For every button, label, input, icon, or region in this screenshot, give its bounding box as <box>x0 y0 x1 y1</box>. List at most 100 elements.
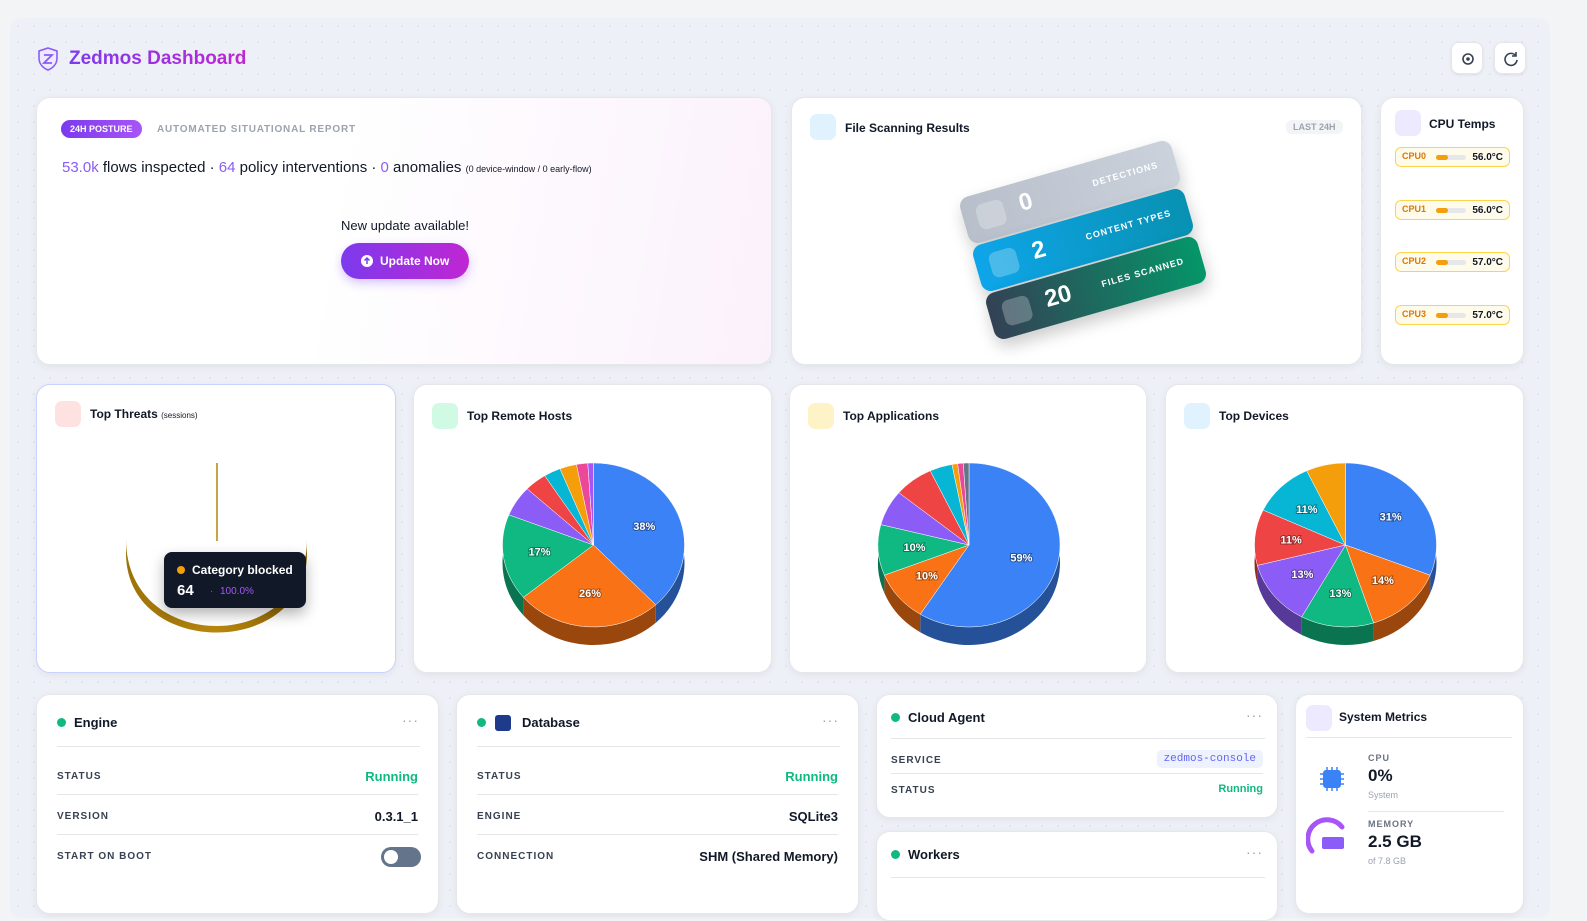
slice-label: 17% <box>529 547 551 559</box>
gear-icon <box>1462 53 1474 65</box>
top-applications-card: Top Applications 59% 10% 10% <box>789 384 1147 673</box>
row-value: SHM (Shared Memory) <box>699 849 838 864</box>
workers-card: Workers ··· <box>876 831 1278 921</box>
system-metrics-card: System Metrics CPU 0% System MEMORY 2.5 GB of… <box>1295 694 1524 914</box>
scan-icon <box>1000 294 1035 327</box>
scan-count: 20 <box>1041 279 1075 313</box>
separator <box>477 834 838 835</box>
slice-label: 14% <box>1372 575 1394 587</box>
slice-side <box>523 597 656 645</box>
interventions: 64 <box>218 159 236 176</box>
update-text: New update available! <box>341 218 469 233</box>
row-label: SERVICE <box>891 755 942 766</box>
slice <box>963 462 970 546</box>
metrics-icon <box>1306 705 1332 731</box>
row-value: Running <box>365 769 418 784</box>
boot-toggle[interactable] <box>381 847 421 867</box>
update-icon <box>361 255 373 267</box>
slice <box>593 462 685 606</box>
slice-label: 13% <box>1291 569 1313 581</box>
anomalies: 0 <box>380 159 389 176</box>
summary: 53.0k flows inspected · 64 policy interv… <box>62 159 592 176</box>
row-label: ENGINE <box>477 811 522 822</box>
separator <box>891 773 1263 774</box>
slice-side <box>502 514 524 616</box>
separator <box>891 738 1265 739</box>
settings-button[interactable] <box>1451 42 1483 74</box>
refresh-button[interactable] <box>1494 42 1526 74</box>
slice-label: 13% <box>1329 588 1351 600</box>
temp-bar <box>1436 207 1466 213</box>
card-title: CPU Temps <box>1429 117 1496 131</box>
file-scanning-card: File Scanning Results LAST 24H 0 DETECTIO… <box>791 97 1362 365</box>
posture-card: 24H POSTURE AUTOMATED SITUATIONAL REPORT… <box>36 97 772 365</box>
page: Zedmos Dashboard {"header": {"title": "Z… <box>10 18 1550 921</box>
row-label: START ON BOOT <box>57 851 153 862</box>
card-title: File Scanning Results <box>845 121 970 135</box>
slice-label: 59% <box>1010 553 1032 565</box>
menu-button[interactable]: ··· <box>1246 844 1263 860</box>
metric-label: MEMORY <box>1368 819 1415 829</box>
tooltip-share: 100.0% <box>220 586 254 597</box>
row-label: CONNECTION <box>477 851 555 862</box>
slice <box>587 462 594 546</box>
row-value: 0.3.1_1 <box>374 809 418 824</box>
tooltip-value: 64 <box>177 582 194 599</box>
row-value: zedmos-console <box>1156 750 1263 768</box>
threat-chart <box>126 463 307 633</box>
scan-count: 2 <box>1028 235 1049 265</box>
pie-chart: 31% 14% 13% 13% 11% 11% <box>1254 462 1437 645</box>
toggle-knob <box>384 850 398 864</box>
update-button[interactable]: Update Now <box>341 243 469 279</box>
card-title: Top Threats (sessions) <box>90 407 198 421</box>
temp-bar-fill <box>1436 207 1448 213</box>
slice-side <box>920 463 1060 645</box>
sensor-name: CPU1 <box>1402 203 1427 214</box>
top-remote-hosts-card: Top Remote Hosts 38% 26% 17% <box>413 384 772 673</box>
top-devices-card: Top Devices 31% 14% 13% 13% 11% 11% <box>1165 384 1524 673</box>
menu-button[interactable]: ··· <box>402 712 419 728</box>
slice <box>1257 544 1347 618</box>
engine-card: Engine ··· STATUS Running VERSION 0.3.1_1 ST… <box>36 694 439 914</box>
metric-note: of 7.8 GB <box>1368 856 1407 866</box>
scan-icon <box>974 198 1009 231</box>
separator <box>1368 811 1504 812</box>
row-label: VERSION <box>57 811 110 822</box>
flows: 53.0k <box>62 159 99 176</box>
card-title: Top Devices <box>1219 409 1289 423</box>
apps-icon <box>808 403 834 429</box>
globe-icon <box>432 403 458 429</box>
slice <box>502 514 595 598</box>
metric-value: 2.5 GB <box>1368 832 1422 851</box>
menu-button[interactable]: ··· <box>822 712 839 728</box>
database-card: Database ··· STATUS Running ENGINE SQLite3 C… <box>456 694 859 914</box>
slice <box>523 544 657 628</box>
anomalies-text: anomalies <box>393 159 462 176</box>
menu-button[interactable]: ··· <box>1246 707 1263 723</box>
app-title: Zedmos Dashboard <box>69 48 247 69</box>
tooltip-swatch <box>177 566 185 574</box>
status-dot <box>57 718 66 727</box>
card-title: Cloud Agent <box>908 710 985 725</box>
card-title: Workers <box>908 847 960 862</box>
metric-value: 0% <box>1368 766 1393 785</box>
separator <box>891 877 1265 878</box>
slice-side <box>1373 575 1431 641</box>
row-value: Running <box>785 769 838 784</box>
temp-bar <box>1436 260 1466 265</box>
temp-row: CPU0 56.0°C <box>1395 147 1510 167</box>
threat-icon <box>55 401 81 427</box>
scan-label: FILES SCANNED <box>1100 255 1186 290</box>
pie-chart: 59% 10% 10% <box>877 462 1061 645</box>
sensor-name: CPU0 <box>1402 151 1427 161</box>
card-title: Engine <box>74 715 118 730</box>
caption: AUTOMATED SITUATIONAL REPORT <box>157 124 356 135</box>
cpu-temps-card: CPU Temps CPU0 56.0°C CPU1 56.0°C CPU2 57.0°C… <box>1380 97 1524 365</box>
row-label: STATUS <box>57 771 102 782</box>
cloud-agent-card: Cloud Agent ··· SERVICE zedmos-console STA… <box>876 694 1278 818</box>
sensor-reading: 57.0°C <box>1472 309 1503 321</box>
memory-gauge <box>1306 817 1345 854</box>
sensor-reading: 56.0°C <box>1472 152 1503 163</box>
slice <box>1301 544 1374 628</box>
tooltip-dot: · <box>210 586 214 597</box>
